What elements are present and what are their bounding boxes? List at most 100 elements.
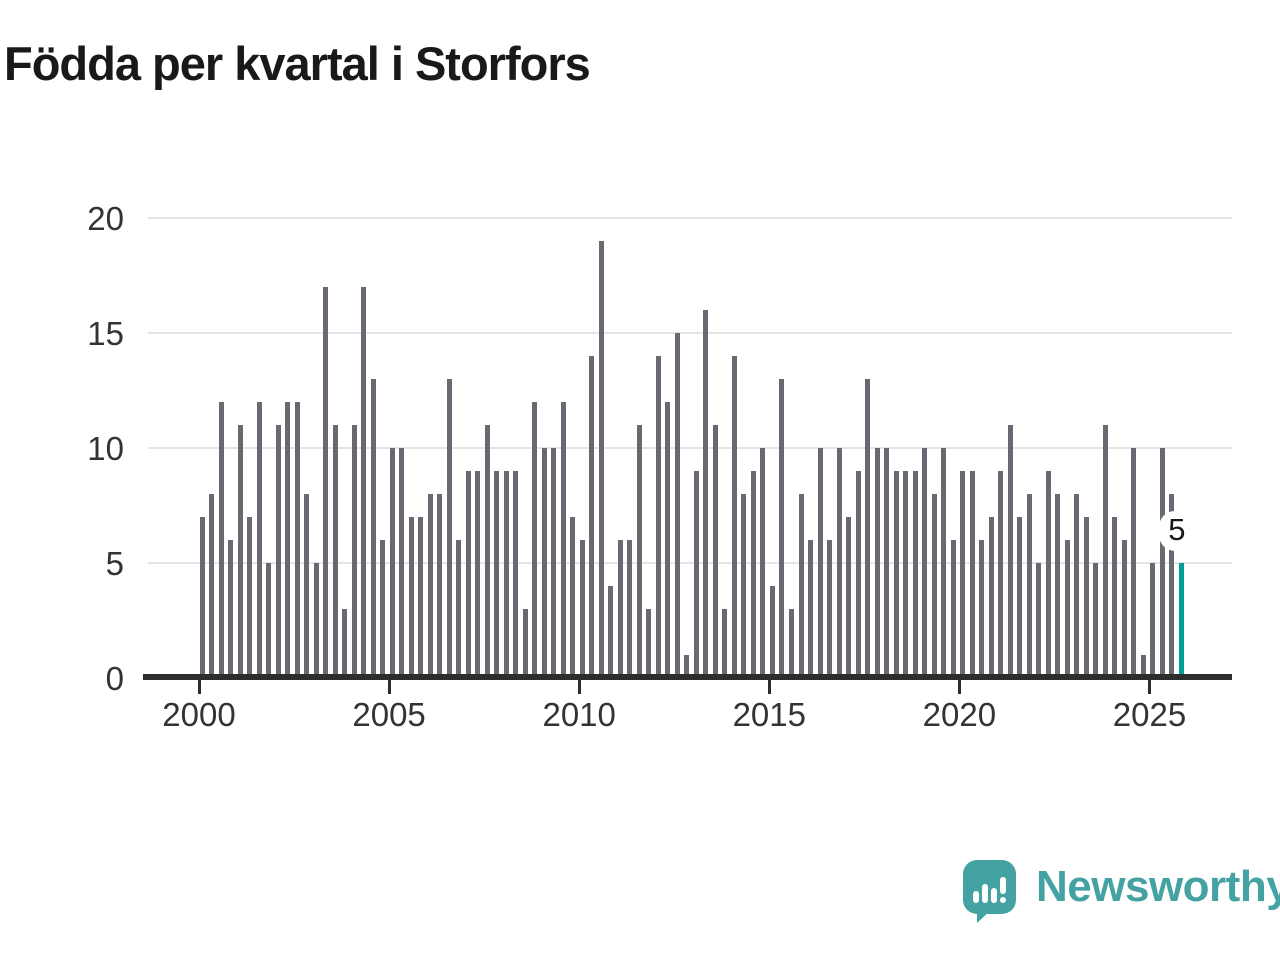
bar-quarter xyxy=(1036,563,1042,678)
bar-quarter xyxy=(541,448,547,678)
bar-quarter xyxy=(342,609,348,678)
bar-quarter xyxy=(380,540,386,678)
logo-bar-tall-icon xyxy=(982,884,988,903)
bar-quarter xyxy=(228,540,234,678)
x-axis-tick-2015 xyxy=(767,680,771,694)
x-axis-tick-2010 xyxy=(577,680,581,694)
x-axis-label-2005: 2005 xyxy=(352,696,426,733)
bar-quarter xyxy=(769,586,775,678)
bar-quarter xyxy=(969,471,975,678)
bar-quarter xyxy=(684,655,690,678)
bar-quarter xyxy=(570,517,576,678)
bar-quarter xyxy=(475,471,481,678)
bar-quarter xyxy=(237,425,243,678)
bar-quarter xyxy=(941,448,947,678)
bar-quarter xyxy=(1083,517,1089,678)
bar-quarter xyxy=(836,448,842,678)
newsworthy-logo-icon xyxy=(963,860,1016,923)
bar-quarter xyxy=(370,379,376,678)
bar-quarter xyxy=(408,517,414,678)
highlight-value-label: 5 xyxy=(1159,511,1195,551)
bar-quarter xyxy=(808,540,813,678)
bar-quarter xyxy=(1093,563,1099,678)
bar-quarter xyxy=(988,517,994,678)
bar-quarter xyxy=(912,471,918,678)
speech-bubble-tail xyxy=(977,910,991,923)
bar-quarter xyxy=(703,310,709,678)
bar-quarter xyxy=(1159,448,1165,678)
bar-quarter xyxy=(323,287,329,678)
bar-quarter xyxy=(779,379,785,678)
newsworthy-logo-text: Newsworthy xyxy=(1036,862,1280,911)
bar-quarter xyxy=(1064,540,1070,678)
bar-quarter xyxy=(1169,494,1175,678)
bar-quarter xyxy=(494,471,500,678)
newsworthy-logo: Newsworthy xyxy=(963,860,1280,923)
x-axis-tick-2025 xyxy=(1148,680,1151,694)
logo-bar-medium-icon xyxy=(991,888,997,903)
bar-quarter xyxy=(361,287,367,678)
bar-quarter xyxy=(598,241,604,678)
bar-quarter xyxy=(979,540,985,678)
bar-quarter xyxy=(560,402,566,678)
bar-quarter xyxy=(418,517,424,678)
bar-highlight-latest-quarter xyxy=(1178,563,1184,678)
bar-quarter xyxy=(627,540,633,678)
bar-quarter xyxy=(1026,494,1032,678)
bar-quarter xyxy=(922,448,928,678)
bar-quarter xyxy=(798,494,804,678)
bar-quarter xyxy=(551,448,557,678)
bar-quarter xyxy=(712,425,718,678)
bar-quarter xyxy=(256,402,262,678)
bar-quarter xyxy=(266,563,272,678)
bar-quarter xyxy=(399,448,405,678)
x-axis-label-2020: 2020 xyxy=(922,696,997,733)
bar-quarter xyxy=(731,356,737,678)
bar-quarter xyxy=(960,471,966,678)
bar-quarter xyxy=(503,471,509,678)
bar-quarter xyxy=(199,517,205,678)
bar-quarter xyxy=(1121,540,1127,678)
gridline-y-20 xyxy=(148,217,1232,219)
speech-bubble-icon xyxy=(963,860,1016,914)
bar-quarter xyxy=(351,425,357,678)
bar-quarter xyxy=(1150,563,1156,678)
x-axis-tick-2005 xyxy=(387,680,391,694)
bar-quarter xyxy=(427,494,433,678)
bar-quarter xyxy=(285,402,291,678)
bar-quarter xyxy=(760,448,766,678)
bar-quarter xyxy=(846,517,852,678)
bar-quarter xyxy=(655,356,661,678)
bar-quarter xyxy=(513,471,519,678)
bar-quarter xyxy=(1017,517,1023,678)
bar-quarter xyxy=(884,448,890,678)
bar-quarter xyxy=(313,563,319,678)
bar-quarter xyxy=(665,402,671,678)
bar-quarter xyxy=(893,471,899,678)
bar-quarter xyxy=(950,540,956,678)
y-axis-label-0: 0 xyxy=(105,660,124,697)
gridline-y-15 xyxy=(148,332,1232,334)
gridline-y-5 xyxy=(148,562,1232,564)
gridline-y-10 xyxy=(148,447,1232,449)
bar-quarter xyxy=(817,448,823,678)
bar-quarter xyxy=(456,540,462,678)
bar-quarter xyxy=(209,494,215,678)
y-axis-label-15: 15 xyxy=(87,315,124,352)
exclamation-icon xyxy=(1000,877,1006,903)
bar-quarter xyxy=(855,471,861,678)
x-axis-label-2010: 2010 xyxy=(542,696,616,733)
bar-quarter xyxy=(1045,471,1051,678)
x-axis-label-2015: 2015 xyxy=(732,696,806,733)
bar-quarter xyxy=(865,379,871,678)
bar-quarter xyxy=(484,425,490,678)
bar-quarter xyxy=(332,425,338,678)
x-axis-tick-2000 xyxy=(197,680,201,694)
bar-quarter xyxy=(722,609,728,678)
x-axis-label-2025: 2025 xyxy=(1112,696,1187,733)
bar-quarter xyxy=(247,517,253,678)
bar-quarter xyxy=(294,402,300,678)
bar-quarter xyxy=(1055,494,1061,678)
bar-quarter xyxy=(465,471,471,678)
